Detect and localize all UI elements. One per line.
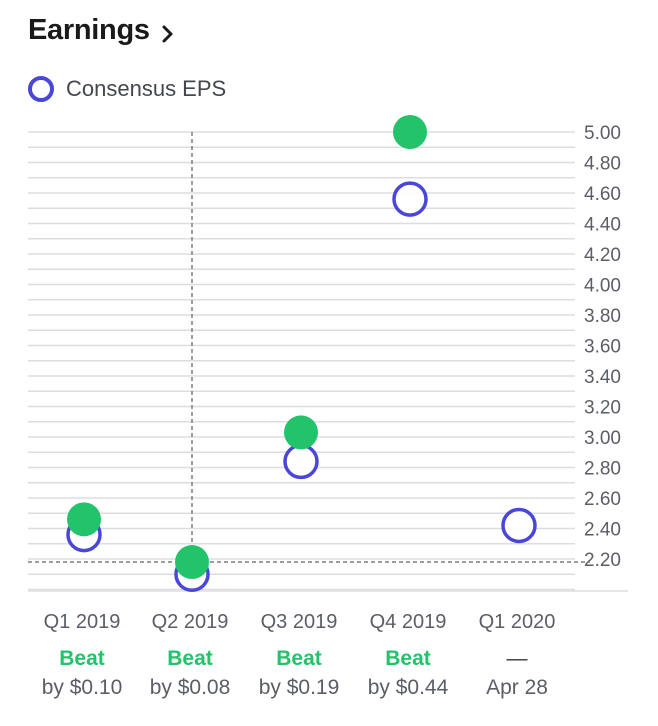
chevron-right-icon [162,25,173,42]
consensus-legend-marker [28,76,54,102]
result-status: Beat [167,647,213,670]
y-tick-label: 4.00 [584,276,621,297]
legend-label-consensus: Consensus EPS [66,76,227,101]
y-tick-label: 3.60 [584,337,621,358]
y-tick-label: 5.00 [584,123,621,144]
y-tick-label: 2.40 [584,520,621,541]
x-tick-label: Q1 2019 [44,611,121,633]
result-detail: by $0.44 [368,676,449,699]
y-tick-label: 4.80 [584,154,621,175]
result-detail: by $0.19 [259,676,340,699]
x-tick-label: Q3 2019 [261,611,338,633]
result-status: Beat [276,647,322,670]
actual-eps-point [393,115,427,149]
actual-eps-point [284,415,318,450]
result-detail: by $0.10 [42,676,123,699]
actual-eps-point [175,545,209,580]
consensus-eps-point [501,507,537,544]
y-tick-label: 4.60 [584,184,621,205]
result-detail: by $0.08 [150,676,231,699]
y-tick-label: 2.60 [584,489,621,510]
result-status: — [507,647,528,670]
y-tick-label: 2.20 [584,550,621,571]
y-tick-label: 3.20 [584,398,621,419]
result-detail: Apr 28 [486,676,548,699]
y-tick-label: 3.80 [584,306,621,327]
y-tick-label: 3.00 [584,428,621,449]
consensus-eps-point [283,443,319,480]
y-tick-label: 4.40 [584,215,621,236]
y-tick-label: 3.40 [584,367,621,388]
result-status: Beat [59,647,105,670]
x-tick-label: Q4 2019 [370,611,447,633]
y-tick-label: 4.20 [584,245,621,266]
page-title: Earnings [28,14,150,46]
x-tick-label: Q1 2020 [479,611,556,633]
chart-legend: Consensus EPS [28,76,226,102]
y-tick-label: 2.80 [584,459,621,480]
x-tick-label: Q2 2019 [152,611,229,633]
result-status: Beat [385,647,431,670]
earnings-header-link[interactable]: Earnings [28,14,174,47]
actual-eps-point [67,502,101,537]
consensus-eps-point [392,181,428,217]
